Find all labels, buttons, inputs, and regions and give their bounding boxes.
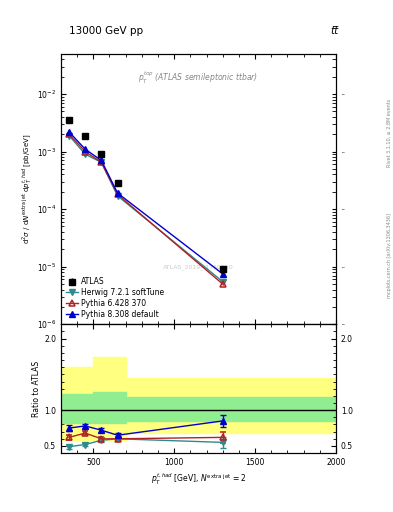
Text: ATLAS_2019_I1750330: ATLAS_2019_I1750330 <box>163 265 234 270</box>
Text: $p_T^{top}$ (ATLAS semileptonic ttbar): $p_T^{top}$ (ATLAS semileptonic ttbar) <box>138 70 259 86</box>
Y-axis label: d$^2\sigma$ / d$N^{\mathrm{extra\ jet}}$ d$p_T^{t,had}$ [pb/GeV]: d$^2\sigma$ / d$N^{\mathrm{extra\ jet}}$… <box>20 134 34 244</box>
Text: Rivet 3.1.10, ≥ 2.8M events: Rivet 3.1.10, ≥ 2.8M events <box>387 99 392 167</box>
Text: tt̅: tt̅ <box>331 26 339 36</box>
Y-axis label: Ratio to ATLAS: Ratio to ATLAS <box>32 360 41 417</box>
X-axis label: $p_T^{t,had}$ [GeV], $N^{\mathrm{extra\ jet}}$ = 2: $p_T^{t,had}$ [GeV], $N^{\mathrm{extra\ … <box>151 471 246 486</box>
Text: mcplots.cern.ch [arXiv:1306.3436]: mcplots.cern.ch [arXiv:1306.3436] <box>387 214 392 298</box>
Legend: ATLAS, Herwig 7.2.1 softTune, Pythia 6.428 370, Pythia 8.308 default: ATLAS, Herwig 7.2.1 softTune, Pythia 6.4… <box>65 275 165 321</box>
Text: 13000 GeV pp: 13000 GeV pp <box>69 26 143 36</box>
